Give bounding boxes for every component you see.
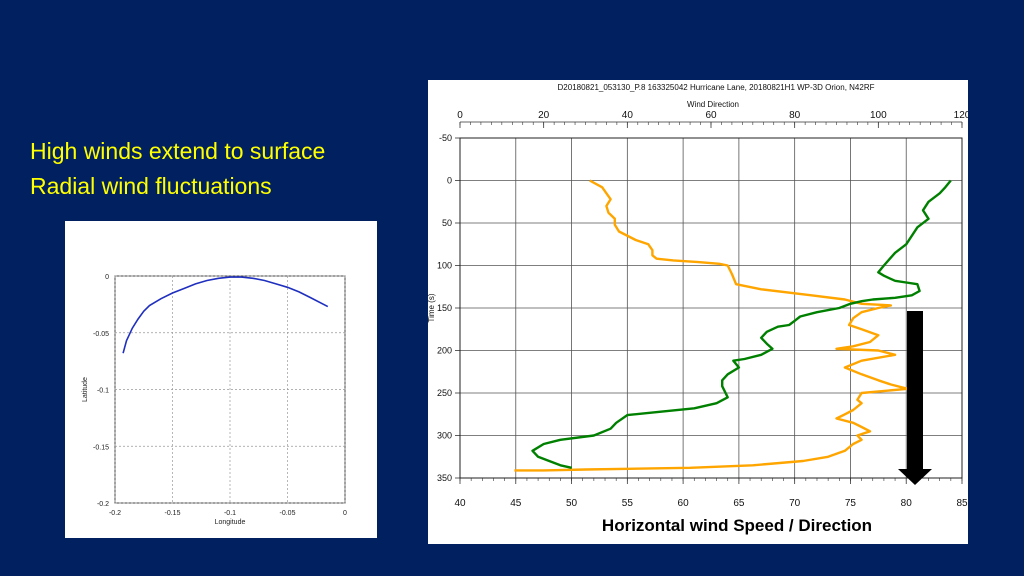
track-series-line bbox=[122, 276, 329, 354]
bullet-radial-fluctuations: Radial wind fluctuations bbox=[30, 173, 272, 199]
x-tick-label: -0.05 bbox=[280, 510, 296, 517]
x-tick-label: 45 bbox=[510, 498, 522, 509]
speed-series-line bbox=[531, 179, 952, 469]
chart-title: D20180821_053130_P.8 163325042 Hurricane… bbox=[558, 83, 875, 92]
x-tick-label: 60 bbox=[678, 498, 690, 509]
y-tick-label: 100 bbox=[437, 261, 452, 271]
y-tick-label: 200 bbox=[437, 346, 452, 356]
y-tick-label: 0 bbox=[447, 176, 452, 186]
y-axis-label: Latitude bbox=[82, 377, 89, 402]
x-tick-label: -0.2 bbox=[109, 510, 121, 517]
y-tick-label: 0 bbox=[105, 274, 109, 281]
x-axis-label: Longitude bbox=[215, 519, 246, 526]
top-tick-label: 20 bbox=[538, 110, 550, 121]
top-tick-label: 100 bbox=[870, 110, 887, 121]
y-tick-label: 250 bbox=[437, 388, 452, 398]
wind-chart: D20180821_053130_P.8 163325042 Hurricane… bbox=[427, 83, 971, 509]
y-tick-label: 300 bbox=[437, 431, 452, 441]
top-tick-label: 80 bbox=[789, 110, 801, 121]
x-tick-label: 55 bbox=[622, 498, 634, 509]
track-chart-panel: -0.2 -0.15 -0.1 -0.05 0 0 -0.05 -0.1 -0.15 -0.2 Lo… bbox=[65, 221, 377, 538]
x-tick-label: 80 bbox=[901, 498, 913, 509]
x-tick-label: -0.1 bbox=[224, 510, 236, 517]
top-tick-label: 60 bbox=[705, 110, 717, 121]
plot-frame bbox=[459, 137, 963, 479]
x-tick-label: -0.15 bbox=[165, 510, 181, 517]
y-tick-label: -50 bbox=[439, 133, 452, 143]
x-tick-label: 50 bbox=[566, 498, 578, 509]
top-tick-label: 0 bbox=[457, 110, 463, 121]
top-axis-label: Wind Direction bbox=[687, 100, 739, 109]
x-tick-label: 0 bbox=[343, 510, 347, 517]
y-tick-label: -0.05 bbox=[93, 331, 109, 338]
x-tick-label: 70 bbox=[789, 498, 801, 509]
arrow-head bbox=[898, 469, 932, 485]
y-tick-label: -0.1 bbox=[97, 388, 109, 395]
top-tick-label: 40 bbox=[622, 110, 634, 121]
top-tick-label: 120 bbox=[954, 110, 968, 121]
track-chart: -0.2 -0.15 -0.1 -0.05 0 0 -0.05 -0.1 -0.15 -0.2 Lo… bbox=[82, 274, 347, 526]
y-tick-label: 150 bbox=[437, 303, 452, 313]
bullet-high-winds: High winds extend to surface bbox=[30, 138, 326, 164]
x-tick-label: 40 bbox=[454, 498, 466, 509]
x-tick-label: 75 bbox=[845, 498, 857, 509]
x-tick-label: 85 bbox=[956, 498, 968, 509]
y-axis-label: Time (s) bbox=[428, 293, 436, 322]
direction-series-line bbox=[514, 179, 909, 472]
bullet-list: High winds extend to surface Radial wind… bbox=[30, 134, 325, 204]
y-tick-label: -0.15 bbox=[93, 444, 109, 451]
x-tick-label: 65 bbox=[733, 498, 745, 509]
chart-caption: Horizontal wind Speed / Direction bbox=[577, 511, 897, 541]
wind-chart-panel: D20180821_053130_P.8 163325042 Hurricane… bbox=[427, 80, 971, 544]
arrow-shaft bbox=[907, 311, 923, 471]
y-tick-label: 350 bbox=[437, 473, 452, 483]
y-tick-label: 50 bbox=[442, 218, 452, 228]
y-tick-label: -0.2 bbox=[97, 501, 109, 508]
